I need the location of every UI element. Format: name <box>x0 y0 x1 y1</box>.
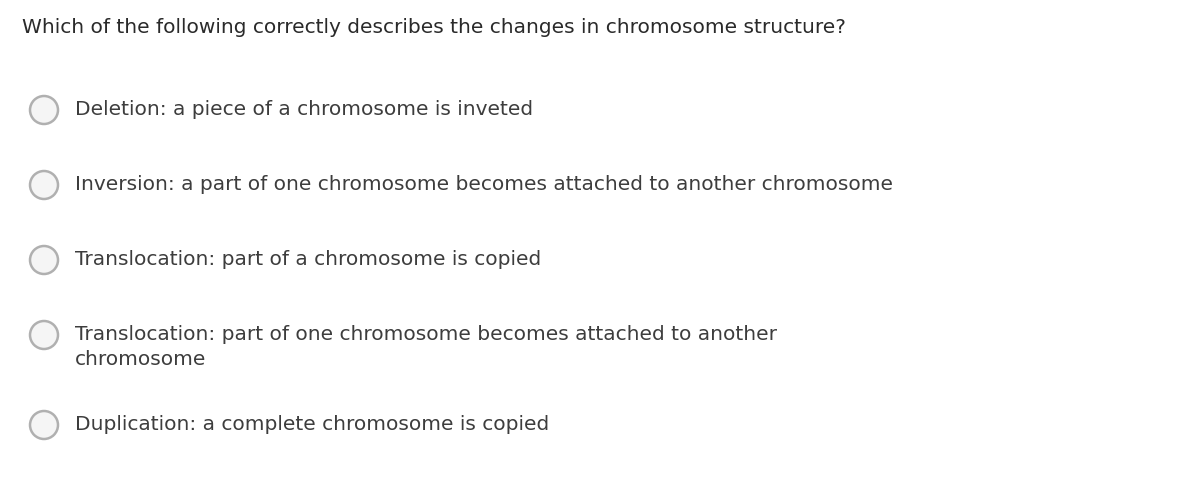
Text: Which of the following correctly describes the changes in chromosome structure?: Which of the following correctly describ… <box>22 18 846 37</box>
Text: Inversion: a part of one chromosome becomes attached to another chromosome: Inversion: a part of one chromosome beco… <box>74 175 893 194</box>
Ellipse shape <box>30 97 58 125</box>
Text: Duplication: a complete chromosome is copied: Duplication: a complete chromosome is co… <box>74 414 550 433</box>
Ellipse shape <box>30 321 58 349</box>
Text: Translocation: part of a chromosome is copied: Translocation: part of a chromosome is c… <box>74 249 541 268</box>
Text: Translocation: part of one chromosome becomes attached to another
chromosome: Translocation: part of one chromosome be… <box>74 325 778 368</box>
Text: Deletion: a piece of a chromosome is inveted: Deletion: a piece of a chromosome is inv… <box>74 100 533 119</box>
Ellipse shape <box>30 172 58 200</box>
Ellipse shape <box>30 411 58 439</box>
Ellipse shape <box>30 246 58 274</box>
